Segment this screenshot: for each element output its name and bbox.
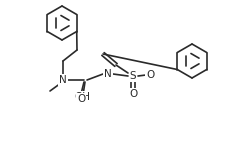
Text: OH: OH bbox=[74, 92, 90, 102]
Text: N: N bbox=[104, 69, 112, 79]
Text: O: O bbox=[146, 70, 154, 80]
Text: S: S bbox=[130, 71, 136, 81]
Text: O: O bbox=[77, 94, 85, 104]
Text: N: N bbox=[59, 75, 67, 85]
Text: O: O bbox=[129, 89, 137, 99]
